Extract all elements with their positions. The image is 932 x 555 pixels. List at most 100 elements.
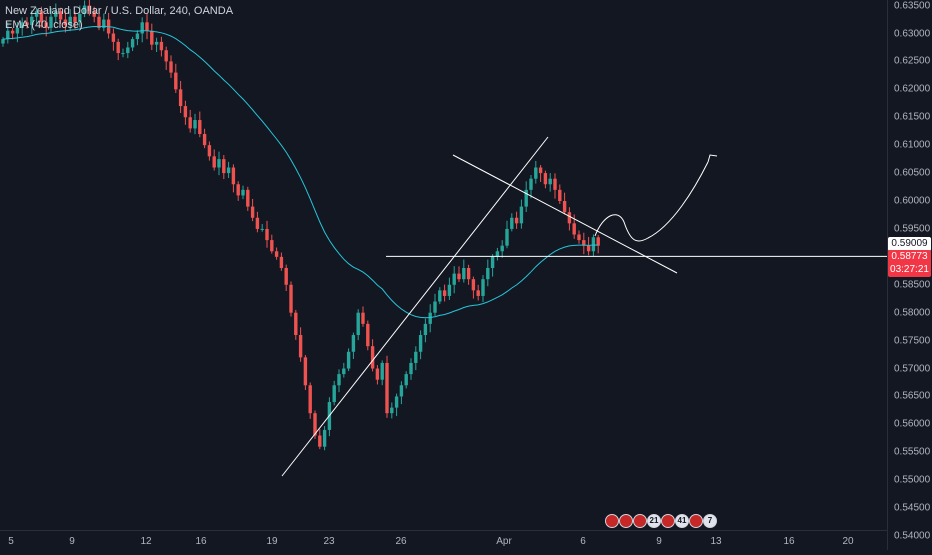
candle: [342, 362, 346, 378]
candle: [198, 111, 202, 138]
candle: [308, 382, 312, 419]
last-price-label: 0.58773: [888, 250, 931, 264]
event-count-badge[interactable]: 21: [647, 514, 661, 528]
time-tick: 20: [842, 536, 854, 547]
candle: [279, 252, 284, 271]
candle: [390, 402, 394, 419]
descending-trendline[interactable]: [452, 154, 678, 274]
indicator-title[interactable]: EMA (40, close): [5, 19, 83, 31]
candle: [538, 164, 543, 182]
candle: [25, 17, 29, 29]
candle: [423, 318, 428, 343]
candle: [10, 28, 15, 40]
flag-icon[interactable]: [619, 514, 633, 528]
time-tick: 13: [710, 536, 722, 547]
candle: [68, 9, 72, 32]
time-tick: 23: [323, 536, 335, 547]
candle: [428, 304, 432, 333]
candle: [462, 259, 466, 283]
candle: [380, 360, 384, 386]
horizontal-level-label: 0.59009: [888, 237, 931, 251]
price-tick: 0.56500: [894, 390, 931, 402]
candle: [274, 247, 279, 260]
candle: [500, 240, 504, 258]
flag-icon[interactable]: [605, 514, 619, 528]
candle: [399, 381, 404, 405]
candle: [164, 46, 168, 70]
candle: [438, 287, 442, 305]
projection-curve[interactable]: [594, 161, 709, 242]
event-count-badge[interactable]: 7: [703, 514, 717, 528]
candle: [154, 37, 159, 53]
candle: [409, 358, 413, 380]
candle: [404, 371, 408, 389]
candle: [548, 173, 552, 192]
candle: [529, 175, 533, 199]
candle: [318, 429, 322, 450]
time-tick: 9: [656, 536, 662, 547]
price-tick: 0.60000: [894, 195, 931, 207]
ascending-trendline[interactable]: [281, 136, 549, 477]
candle: [30, 10, 34, 35]
flag-icon[interactable]: [689, 514, 703, 528]
candle: [351, 332, 356, 359]
candle: [394, 393, 399, 417]
candle: [332, 380, 336, 406]
candle: [159, 36, 164, 57]
candle: [490, 254, 495, 277]
candle: [140, 17, 144, 43]
flag-icon[interactable]: [633, 514, 647, 528]
time-tick: 6: [580, 536, 586, 547]
price-tick: 0.61500: [894, 111, 931, 123]
candle: [73, 11, 77, 29]
candle: [476, 284, 480, 301]
candle: [322, 426, 327, 451]
candle: [150, 23, 154, 51]
candle: [34, 7, 39, 25]
price-tick: 0.62500: [894, 55, 931, 67]
candle: [433, 293, 437, 316]
candle: [212, 149, 216, 171]
candle: [495, 247, 500, 261]
candle: [356, 309, 360, 341]
candle: [135, 30, 140, 46]
candle: [298, 327, 303, 362]
candle: [452, 266, 456, 294]
candle: [236, 181, 240, 201]
candle: [337, 369, 341, 393]
candle: [486, 259, 490, 287]
candle: [246, 186, 250, 211]
flag-icon[interactable]: [661, 514, 675, 528]
price-tick: 0.54000: [894, 530, 931, 542]
candle: [370, 339, 375, 372]
candle: [82, 0, 87, 18]
price-axis[interactable]: 0.63500 0.63000 0.62500 0.62000 0.61500 0.610…: [887, 0, 932, 550]
candle: [183, 100, 188, 125]
candle: [111, 28, 116, 51]
time-axis[interactable]: 5 9 12 16 19 23 26 Apr 6 9 13 16 20: [0, 530, 887, 551]
candle: [193, 113, 197, 135]
candle: [510, 213, 514, 232]
candle: [366, 320, 370, 351]
candle: [524, 181, 528, 212]
candle: [92, 6, 96, 23]
candle: [558, 184, 562, 204]
candle: [553, 173, 557, 199]
candle: [1, 36, 5, 47]
candle: [414, 346, 418, 371]
candle: [169, 55, 173, 78]
candle: [260, 223, 264, 232]
event-count-badge[interactable]: 41: [675, 514, 689, 528]
candle: [116, 38, 120, 61]
symbol-title[interactable]: New Zealand Dollar / U.S. Dollar, 240, O…: [5, 5, 234, 17]
candle: [586, 236, 591, 256]
candle: [457, 266, 461, 282]
candle: [78, 5, 82, 28]
price-tick: 0.63500: [894, 0, 931, 12]
candle: [514, 211, 519, 229]
time-tick: 12: [140, 536, 152, 547]
candle: [226, 161, 231, 179]
time-tick: Apr: [496, 536, 512, 547]
